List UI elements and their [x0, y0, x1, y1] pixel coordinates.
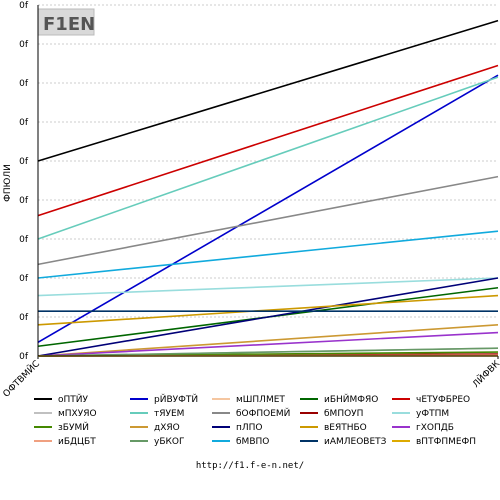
legend-label: мПХУЯО [58, 409, 97, 419]
legend-label: рЙВУФТЙ [154, 393, 198, 405]
legend-item: гХОПДБ [392, 423, 454, 433]
legend-label: иБНЙМФЯО [324, 393, 378, 405]
series-line [37, 74, 499, 344]
legend-label: пЛПО [236, 423, 263, 433]
legend-item: мШПЛМЕТ [212, 395, 285, 405]
x-tick-label: ЛЙФВК [470, 357, 500, 390]
y-tick-label: 0f [19, 118, 29, 128]
legend-label: гХОПДБ [416, 423, 454, 433]
y-axis-ticks: 0f 0f 0f 0f 0f 0f 0f 0f 0f 0f [19, 1, 29, 362]
series-line [37, 331, 499, 357]
legend-item: дХЯО [130, 423, 180, 433]
legend-item: вЕЯТНБО [300, 423, 367, 433]
legend-label: тЯУЕМ [154, 409, 184, 419]
legend-item: уФТПМ [392, 409, 449, 419]
series-line [37, 19, 499, 162]
legend-item: чЕТУФБРЕО [392, 395, 470, 405]
legend-label: уБКОГ [154, 437, 184, 447]
legend-item: бМПОУП [300, 409, 363, 419]
legend-label: чЕТУФБРЕО [416, 395, 470, 405]
series-line [37, 76, 499, 240]
x-axis-ticks: ОФТВМЙС ЛЙФВК [0, 356, 500, 400]
legend-item: иАМЛЕОВЕТЗ [300, 437, 387, 447]
legend-item: зБУМЙ [34, 421, 89, 433]
series-line [37, 175, 499, 266]
legend-label: иАМЛЕОВЕТЗ [324, 437, 387, 447]
y-tick-label: 0f [19, 313, 29, 323]
logo: F1EN [37, 8, 95, 36]
series-lines [37, 19, 499, 357]
footer-url[interactable]: http://f1.f-e-n.net/ [196, 461, 304, 471]
legend-item: бОФПОЕМЙ [212, 407, 290, 419]
legend-label: дХЯО [154, 423, 180, 433]
legend-item: рЙВУФТЙ [130, 393, 198, 405]
x-tick-label: ОФТВМЙС [0, 358, 42, 400]
legend-label: иБДЦБТ [58, 437, 96, 447]
legend-item: бМВПО [212, 437, 269, 447]
legend-label: бОФПОЕМЙ [236, 407, 290, 419]
legend-label: оПТЙУ [58, 393, 89, 405]
y-tick-label: 0f [19, 1, 29, 11]
y-tick-label: 0f [19, 352, 29, 362]
series-line [37, 277, 499, 297]
legend-label: мШПЛМЕТ [236, 395, 285, 405]
legend-item: тЯУЕМ [130, 409, 184, 419]
series-line [37, 347, 499, 357]
legend-item: иБНЙМФЯО [300, 393, 378, 405]
legend-label: зБУМЙ [58, 421, 89, 433]
series-line [37, 230, 499, 279]
axes [37, 5, 498, 357]
y-tick-label: 0f [19, 235, 29, 245]
y-tick-label: 0f [19, 196, 29, 206]
legend-item: иБДЦБТ [34, 437, 96, 447]
legend-item: мПХУЯО [34, 409, 97, 419]
legend-label: бМВПО [236, 437, 269, 447]
y-tick-label: 0f [19, 40, 29, 50]
y-tick-label: 0f [19, 79, 29, 89]
legend-label: бМПОУП [324, 409, 363, 419]
legend-label: вПТФПМЕФП [416, 437, 476, 447]
logo-text: F1EN [43, 14, 95, 35]
series-line [37, 294, 499, 326]
y-tick-label: 0f [19, 157, 29, 167]
y-tick-label: 0f [19, 274, 29, 284]
legend-label: уФТПМ [416, 409, 449, 419]
grid [38, 4, 498, 318]
legend-item: оПТЙУ [34, 393, 89, 405]
legend-item: уБКОГ [130, 437, 184, 447]
legend-item: пЛПО [212, 423, 263, 433]
legend-item: вПТФПМЕФП [392, 437, 476, 447]
series-line [37, 324, 499, 357]
legend: оПТЙУ рЙВУФТЙ мШПЛМЕТ иБНЙМФЯО чЕТУФБРЕО мПХУ… [34, 393, 476, 447]
y-axis-title: ФПЮЛИ [3, 164, 13, 202]
series-line [37, 277, 499, 357]
series-line [37, 64, 499, 217]
legend-label: вЕЯТНБО [324, 423, 367, 433]
